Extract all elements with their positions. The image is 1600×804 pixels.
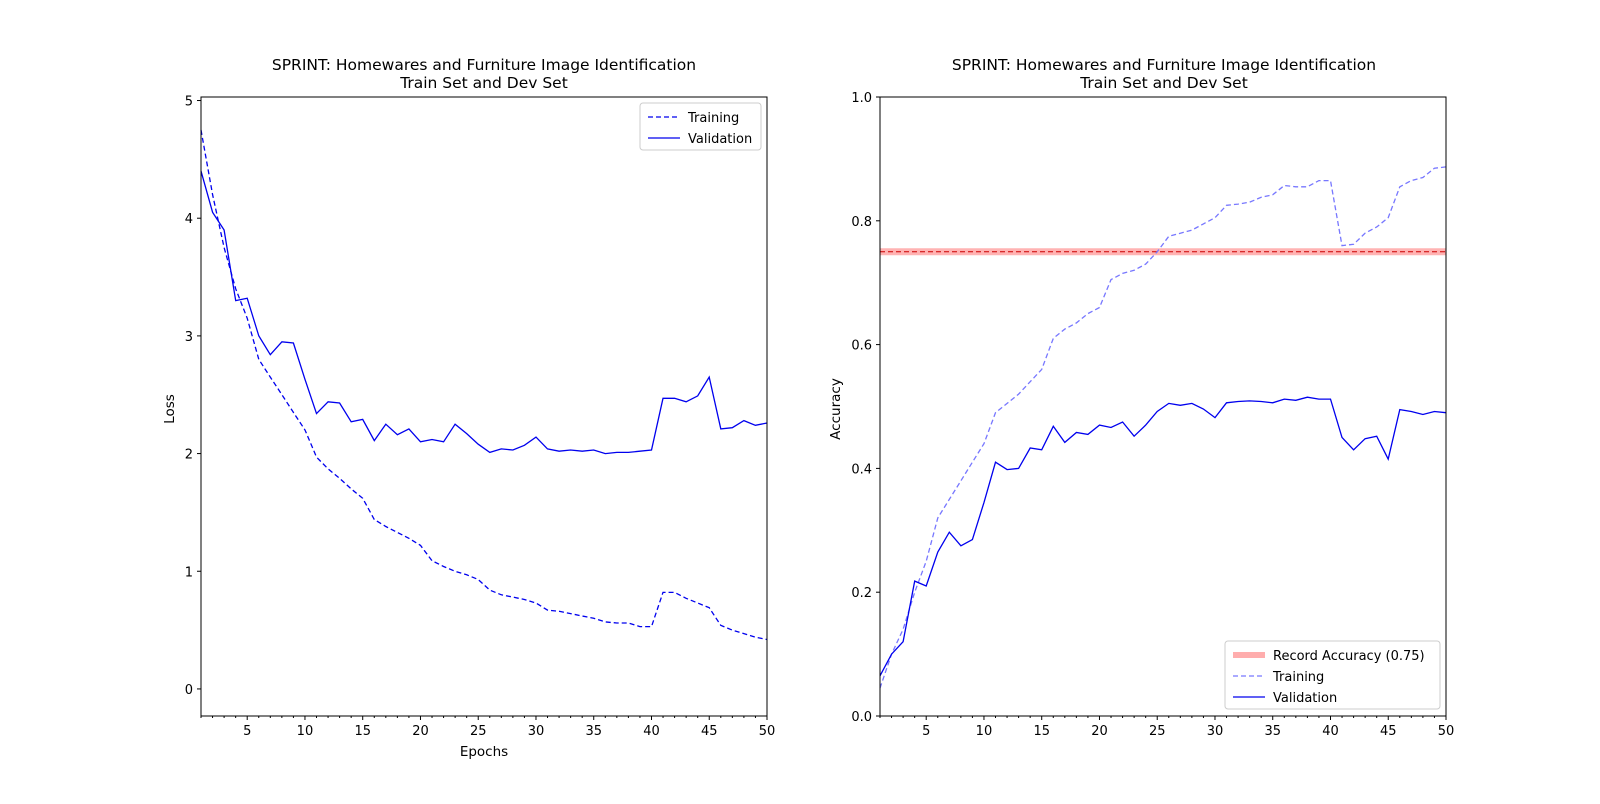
y-tick-label: 0.0 (851, 710, 872, 725)
y-tick-label: 4 (185, 212, 193, 227)
legend-label: Training (1272, 670, 1324, 685)
x-axis-label: Epochs (460, 744, 508, 760)
y-tick-label: 0.6 (851, 339, 872, 354)
x-tick-label: 40 (643, 724, 660, 739)
x-tick-label: 20 (1091, 724, 1108, 739)
chart-subtitle: Train Set and Dev Set (399, 74, 568, 92)
y-tick-label: 5 (185, 95, 193, 110)
y-axis-label: Loss (162, 394, 178, 424)
x-tick-label: 25 (470, 724, 487, 739)
legend-label: Validation (688, 132, 752, 147)
x-tick-label: 15 (1033, 724, 1050, 739)
plot-frame (879, 96, 1447, 717)
chart-title: SPRINT: Homewares and Furniture Image Id… (272, 56, 696, 74)
loss-panel: SPRINT: Homewares and Furniture Image Id… (162, 56, 775, 760)
legend-box (1224, 640, 1441, 710)
chart-title: SPRINT: Homewares and Furniture Image Id… (952, 56, 1376, 74)
y-tick-label: 1 (185, 565, 193, 580)
series-line-validation (879, 396, 1447, 677)
x-tick-label: 10 (297, 724, 314, 739)
x-tick-label: 40 (1322, 724, 1339, 739)
x-tick-label: 10 (976, 724, 993, 739)
x-tick-label: 50 (1438, 724, 1455, 739)
y-tick-label: 3 (185, 330, 193, 345)
chart-subtitle: Train Set and Dev Set (1079, 74, 1248, 92)
x-tick-label: 50 (759, 724, 776, 739)
legend-label: Training (687, 111, 739, 126)
x-tick-label: 35 (1264, 724, 1281, 739)
x-tick-label: 30 (1207, 724, 1224, 739)
y-tick-label: 0.4 (851, 462, 872, 477)
accuracy-panel: SPRINT: Homewares and Furniture Image Id… (828, 56, 1454, 739)
y-tick-label: 0 (185, 683, 193, 698)
y-tick-label: 0.2 (851, 586, 872, 601)
legend: Training Validation (639, 102, 762, 151)
x-tick-label: 20 (412, 724, 429, 739)
legend: Record Accuracy (0.75) Training Validation (1224, 640, 1441, 710)
series-line-training (879, 166, 1447, 689)
x-tick-label: 25 (1149, 724, 1166, 739)
series-line-validation (200, 170, 768, 455)
x-tick-label: 15 (354, 724, 371, 739)
legend-label: Record Accuracy (0.75) (1273, 649, 1425, 664)
x-tick-label: 5 (243, 724, 251, 739)
x-tick-label: 45 (701, 724, 718, 739)
x-tick-label: 45 (1380, 724, 1397, 739)
plot-frame (200, 96, 768, 717)
y-tick-label: 1.0 (851, 91, 872, 106)
x-tick-label: 30 (528, 724, 545, 739)
y-axis-label: Accuracy (828, 378, 844, 440)
series-line-training (200, 129, 768, 641)
legend-label: Validation (1273, 691, 1337, 706)
x-tick-label: 5 (922, 724, 930, 739)
x-tick-label: 35 (585, 724, 602, 739)
y-tick-label: 2 (185, 448, 193, 463)
y-tick-label: 0.8 (851, 215, 872, 230)
